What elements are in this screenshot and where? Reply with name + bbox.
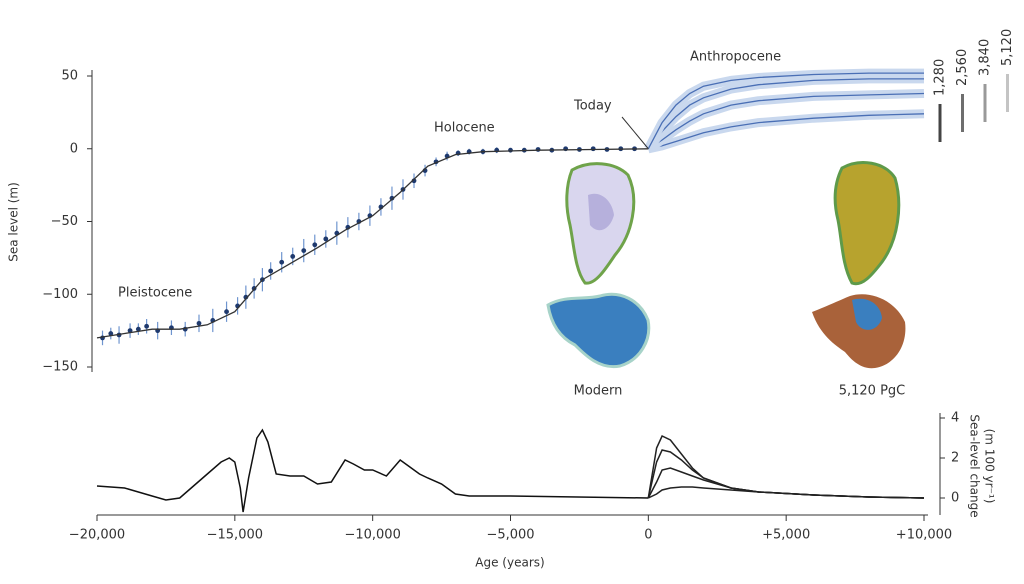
antarctica-future bbox=[812, 294, 906, 369]
data-point bbox=[196, 320, 202, 326]
data-point bbox=[301, 248, 307, 254]
y-tick-label: −100 bbox=[42, 287, 78, 302]
y-tick-label: 0 bbox=[70, 141, 78, 156]
annotation: 5,120 PgC bbox=[839, 384, 906, 399]
data-point bbox=[508, 147, 513, 153]
data-point bbox=[224, 309, 229, 315]
data-point bbox=[323, 236, 329, 242]
data-point bbox=[144, 323, 150, 329]
data-point bbox=[535, 147, 541, 152]
data-point bbox=[312, 242, 318, 248]
x-axis-label: Age (years) bbox=[475, 556, 544, 570]
line bbox=[96, 148, 649, 339]
y-tick-label: −50 bbox=[51, 214, 78, 229]
greenland-modern-core bbox=[588, 193, 614, 231]
rate-line bbox=[647, 486, 925, 499]
legend-label: 1,280 bbox=[933, 59, 948, 96]
data-point bbox=[389, 195, 395, 201]
x-tick-label: −15,000 bbox=[207, 528, 263, 543]
rate-line bbox=[647, 434, 925, 499]
data-point bbox=[108, 331, 114, 336]
y-tick-label: −150 bbox=[42, 360, 78, 375]
legend-label: 5,120 bbox=[1000, 29, 1015, 66]
antarctica-modern bbox=[546, 292, 651, 369]
annotation: Holocene bbox=[434, 121, 495, 136]
annotation: Pleistocene bbox=[118, 286, 192, 301]
y-tick-label: 50 bbox=[61, 69, 78, 84]
line bbox=[647, 78, 924, 150]
data-point bbox=[290, 254, 296, 259]
line bbox=[648, 113, 925, 150]
data-point bbox=[279, 259, 285, 265]
y2-tick-label: 0 bbox=[951, 491, 959, 506]
y2-tick-label: 4 bbox=[951, 411, 959, 426]
line bbox=[647, 72, 924, 150]
x-tick-label: +5,000 bbox=[762, 528, 810, 543]
y2-axis-label: Sea-level change bbox=[968, 414, 982, 517]
y-axis-label: Sea level (m) bbox=[7, 182, 21, 262]
x-tick-label: 0 bbox=[644, 528, 652, 543]
maps bbox=[546, 161, 906, 369]
antarctica-future-ice bbox=[852, 298, 882, 330]
x-tick-label: +10,000 bbox=[896, 528, 952, 543]
rate-line bbox=[96, 428, 649, 513]
y2-tick-label: 2 bbox=[951, 451, 959, 466]
data-point bbox=[268, 268, 274, 274]
x-tick-label: −5,000 bbox=[486, 528, 534, 543]
x-tick-label: −10,000 bbox=[344, 528, 400, 543]
legend-label: 3,840 bbox=[978, 39, 993, 76]
x-tick-label: −20,000 bbox=[69, 528, 125, 543]
data-point bbox=[135, 326, 141, 332]
data-point bbox=[590, 146, 596, 152]
legend-label: 2,560 bbox=[955, 49, 970, 86]
greenland-future bbox=[833, 161, 901, 286]
y2-axis-label: (m 100 yr⁻¹) bbox=[983, 429, 997, 504]
line bbox=[647, 92, 925, 150]
annotation: Modern bbox=[574, 384, 623, 399]
annotation: Today bbox=[573, 99, 612, 114]
today-pointer bbox=[621, 116, 649, 150]
rate-line bbox=[647, 449, 925, 499]
annotation: Anthropocene bbox=[690, 50, 781, 65]
